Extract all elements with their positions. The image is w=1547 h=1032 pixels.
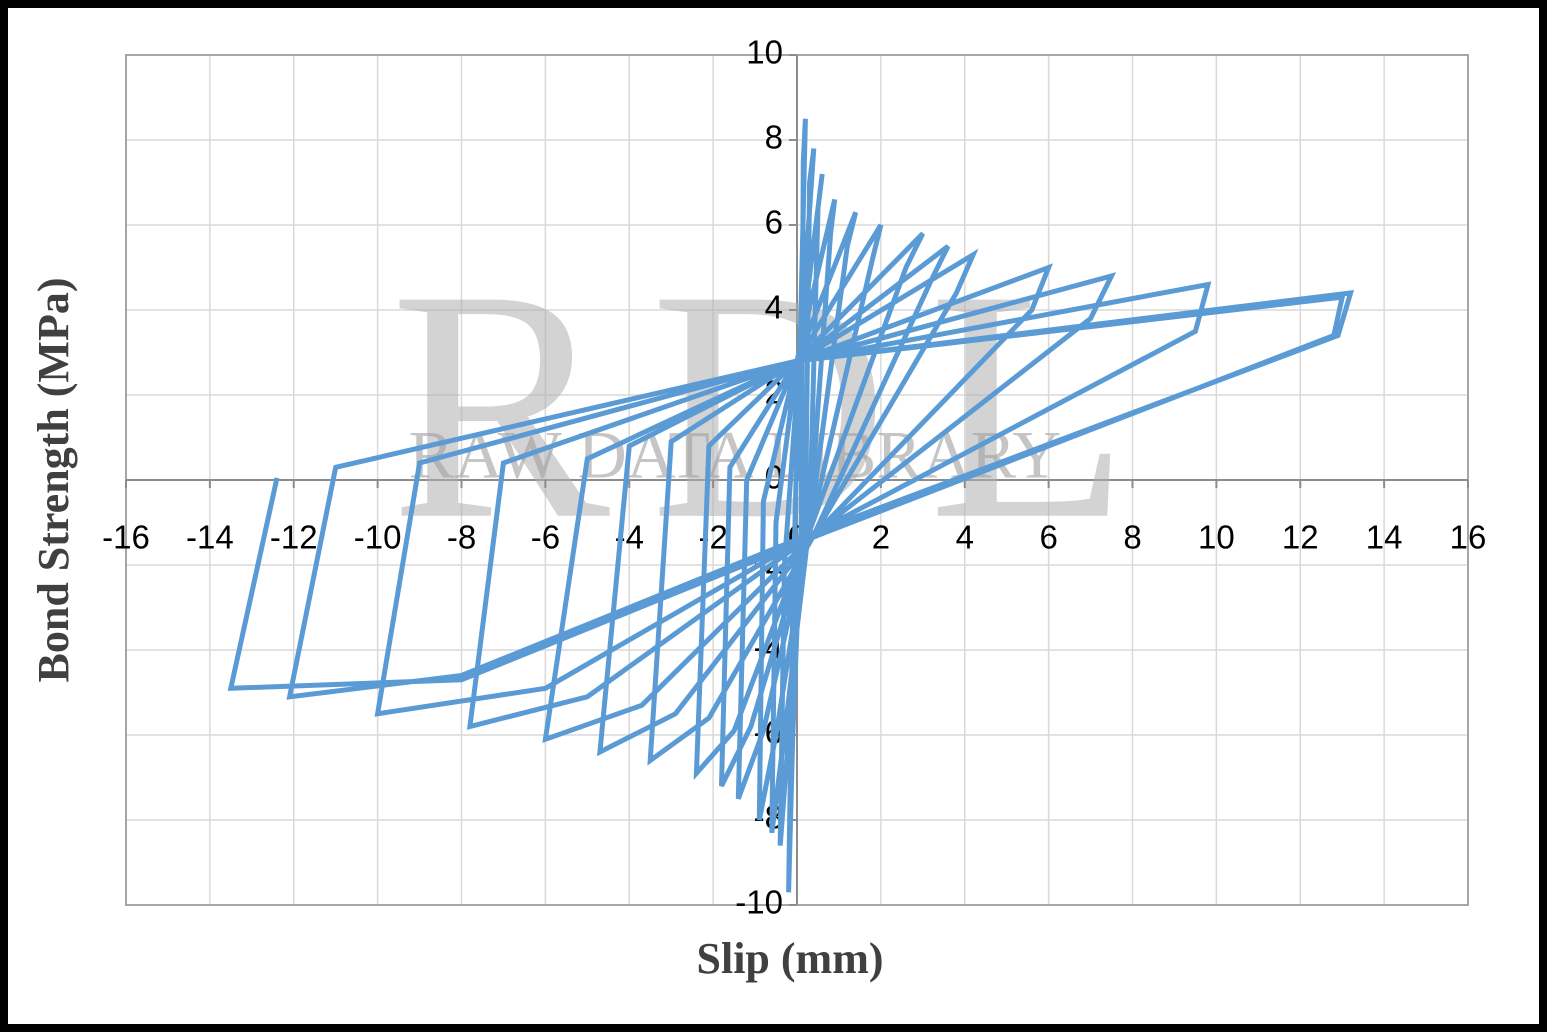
x-tick-label: -12 <box>270 519 318 556</box>
x-tick-label: 2 <box>872 519 890 556</box>
x-tick-label: -14 <box>186 519 234 556</box>
x-tick-label: 14 <box>1366 519 1403 556</box>
x-tick-label: -6 <box>531 519 560 556</box>
x-tick-label: 6 <box>1039 519 1057 556</box>
y-tick-label: -10 <box>735 884 783 921</box>
x-tick-label: -8 <box>447 519 476 556</box>
data-line <box>227 118 1355 893</box>
x-tick-label: 12 <box>1282 519 1319 556</box>
x-tick-label: 10 <box>1198 519 1235 556</box>
x-tick-label: -10 <box>354 519 402 556</box>
x-tick-label: 16 <box>1450 519 1487 556</box>
y-tick-label: 10 <box>746 34 783 71</box>
y-tick-label: 8 <box>765 119 783 156</box>
x-tick-label: 8 <box>1123 519 1141 556</box>
y-tick-label: 4 <box>765 289 783 326</box>
x-tick-label: -16 <box>102 519 150 556</box>
y-tick-label: 6 <box>765 204 783 241</box>
y-axis-title: Bond Strength (MPa) <box>29 278 78 683</box>
x-axis-title: Slip (mm) <box>697 934 884 983</box>
x-tick-label: 4 <box>956 519 974 556</box>
